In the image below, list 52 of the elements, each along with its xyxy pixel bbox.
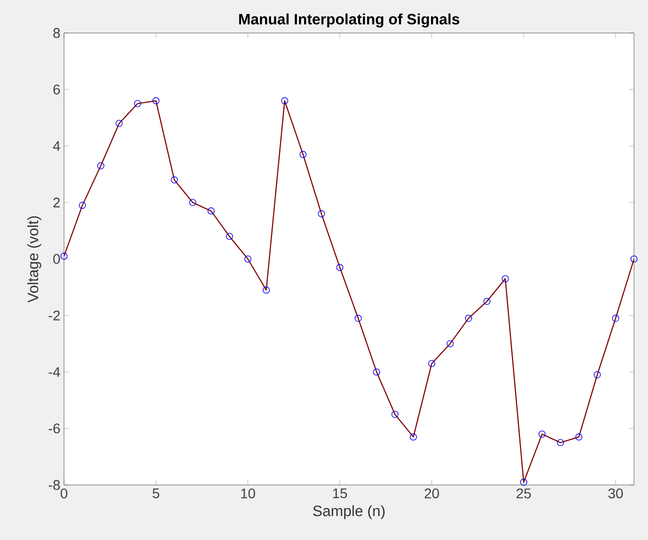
point (134, 100, 142, 108)
x-tick-label: 5 (152, 488, 160, 498)
point (208, 207, 215, 214)
point (336, 264, 344, 271)
y-tick-label: -6 (48, 424, 60, 434)
y-tick-label: 6 (53, 84, 60, 94)
x-tick-label: 20 (424, 488, 439, 498)
y-tick-label: 0 (53, 254, 60, 264)
x-tick-label: 0 (60, 488, 68, 498)
y-tick-label: 8 (53, 28, 60, 38)
point (189, 198, 196, 206)
y-axis-title: Voltage (volt) (27, 216, 42, 303)
point (373, 368, 380, 376)
point (538, 430, 546, 438)
point (575, 433, 582, 440)
point (78, 202, 86, 209)
point (354, 314, 362, 322)
x-axis-title: Sample (n) (313, 505, 385, 520)
point (300, 150, 307, 158)
point (612, 314, 620, 322)
point (502, 275, 509, 282)
x-tick-label: 10 (241, 488, 256, 498)
point (630, 255, 638, 263)
point (520, 478, 528, 486)
x-tick-label: 15 (333, 488, 347, 498)
point (556, 439, 564, 446)
point (281, 97, 288, 104)
point (464, 314, 472, 322)
y-tick-label: -4 (48, 367, 60, 377)
x-tick-label: 25 (516, 488, 531, 498)
x-tick-label: 30 (608, 488, 623, 498)
y-tick-label: 2 (53, 198, 60, 208)
point (170, 176, 178, 184)
y-tick-label: -2 (48, 310, 60, 320)
point (60, 252, 68, 260)
y-tick-label: 4 (53, 141, 60, 151)
point (318, 210, 325, 218)
y-tick-label: -8 (48, 480, 60, 490)
point (483, 298, 490, 305)
point (116, 120, 123, 127)
point (391, 410, 399, 418)
point (262, 286, 270, 294)
point (244, 255, 252, 263)
point (428, 360, 436, 368)
chart-title: Manual Interpolating of Signals (239, 14, 460, 28)
point (97, 162, 104, 170)
point (410, 433, 417, 440)
point (226, 232, 234, 240)
point (152, 97, 160, 104)
point (594, 371, 601, 378)
line-series (64, 100, 634, 483)
point (446, 340, 454, 348)
